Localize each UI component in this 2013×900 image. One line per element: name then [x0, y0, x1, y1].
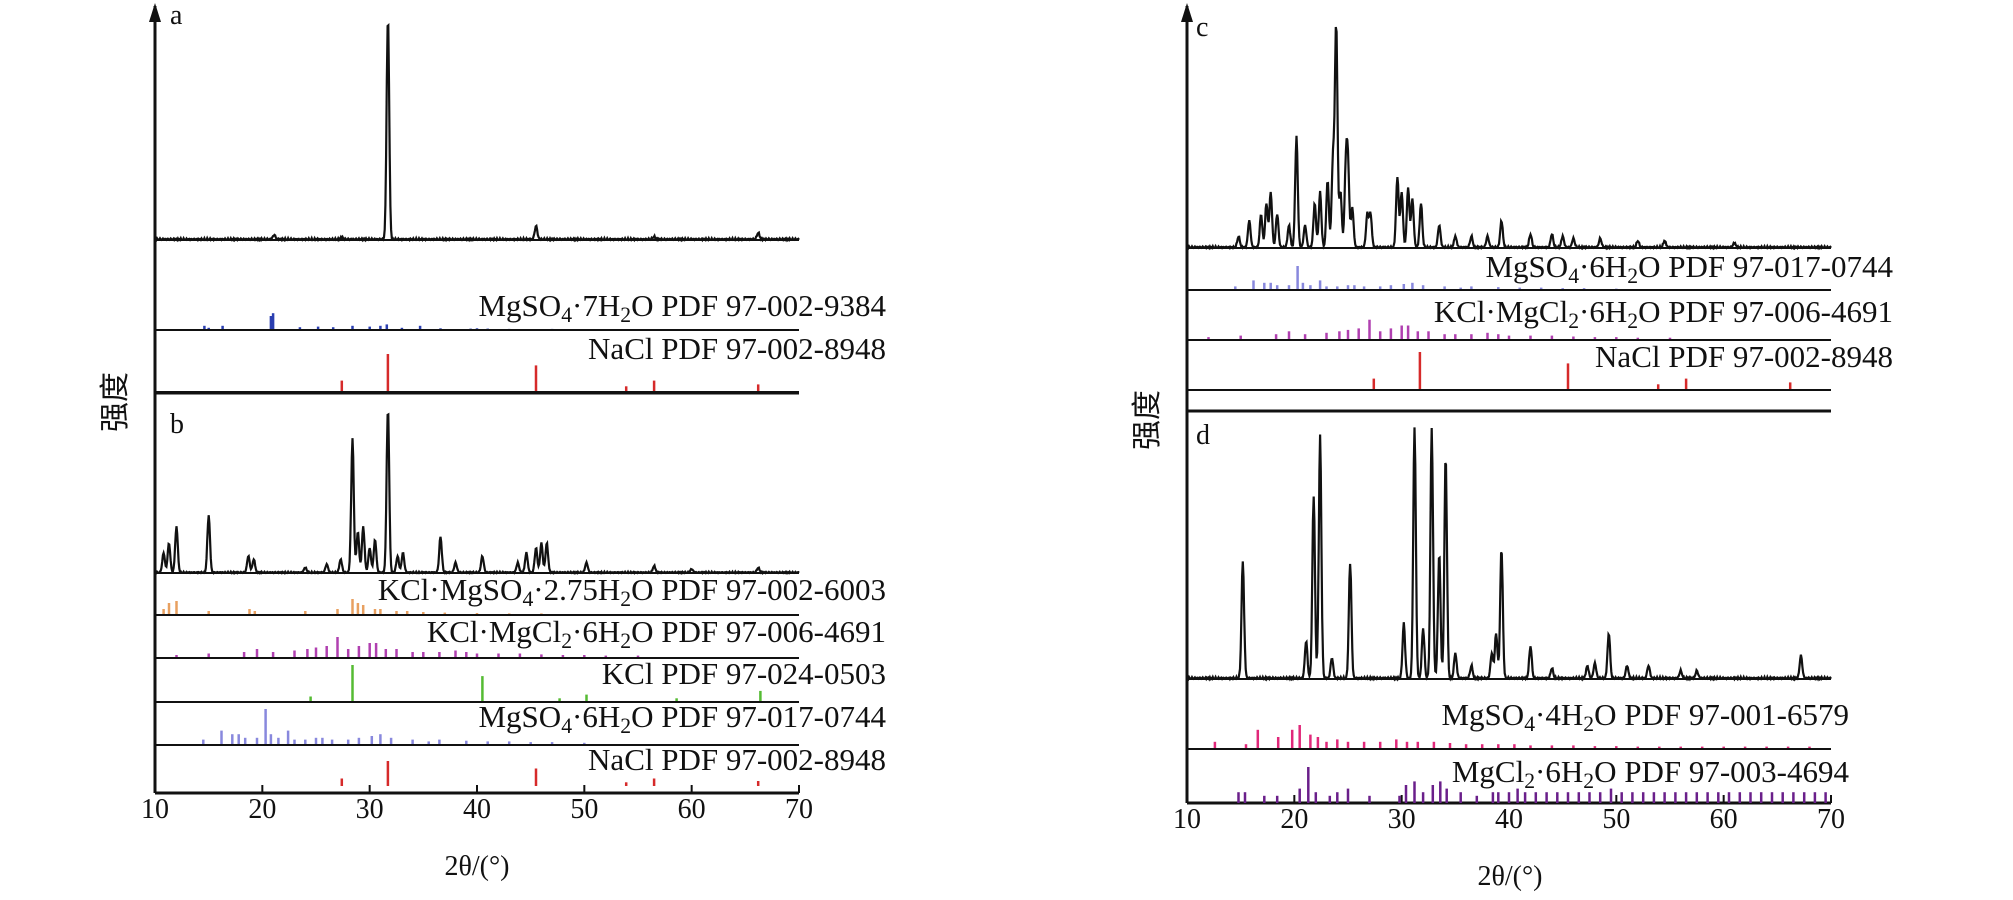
x-tick-label: 40 [463, 794, 491, 825]
right-y-axis-arrow-icon [1181, 3, 1193, 22]
panel-d-letter: d [1196, 420, 1210, 451]
left-x-label: 2θ/(°) [444, 851, 509, 882]
x-tick-label: 60 [1710, 804, 1738, 835]
left-y-axis-arrow-icon [149, 3, 161, 22]
panel-b-letter: b [170, 409, 184, 440]
right-y-label: 强度 [1131, 390, 1164, 450]
x-tick-label: 70 [785, 794, 813, 825]
x-tick-label: 50 [1602, 804, 1630, 835]
x-tick-label: 60 [678, 794, 706, 825]
x-tick-label: 10 [1173, 804, 1201, 835]
plots [154, 23, 1832, 803]
panel-c-letter: c [1196, 12, 1208, 43]
left-y-label: 强度 [99, 372, 132, 432]
ref-label-a-nacl: NaCl PDF 97-002-8948 [588, 331, 886, 366]
x-tick-label: 70 [1817, 804, 1845, 835]
panel-a-letter: a [170, 0, 183, 31]
xrd-pattern-a [154, 23, 800, 243]
ref-label-a-mgso4-7h2o: MgSO4·7H2O PDF 97-002-9384 [478, 288, 886, 327]
ref-label-c-mgso4-6h2o: MgSO4·6H2O PDF 97-017-0744 [1485, 249, 1893, 288]
x-tick-label: 30 [356, 794, 384, 825]
ref-label-d-mgcl2-6h2o: MgCl2·6H2O PDF 97-003-4694 [1452, 754, 1850, 793]
right-x-ticks: 10 20 30 40 50 60 70 [1173, 795, 1845, 835]
ref-label-d-mgso4-4h2o: MgSO4·4H2O PDF 97-001-6579 [1441, 697, 1849, 736]
ref-label-c-kcl-mgcl2: KCl·MgCl2·6H2O PDF 97-006-4691 [1434, 294, 1893, 333]
ref-label-b-kcl: KCl PDF 97-024-0503 [602, 656, 886, 691]
x-tick-label: 20 [248, 794, 276, 825]
left-panel: 强度 2θ/(°) 10 20 30 40 50 60 70 a b [99, 0, 813, 882]
ref-label-b-nacl: NaCl PDF 97-002-8948 [588, 742, 886, 777]
x-tick-label: 50 [570, 794, 598, 825]
xrd-pattern-c [1186, 26, 1832, 251]
ref-label-c-nacl: NaCl PDF 97-002-8948 [1595, 339, 1893, 374]
ref-label-b-mgso4-6h2o: MgSO4·6H2O PDF 97-017-0744 [478, 699, 886, 738]
ref-label-b-kcl-mgso4: KCl·MgSO4·2.75H2O PDF 97-002-6003 [378, 572, 886, 611]
left-x-ticks: 10 20 30 40 50 60 70 [141, 785, 813, 825]
xrd-pattern-b [154, 412, 800, 575]
x-tick-label: 40 [1495, 804, 1523, 835]
x-tick-label: 10 [141, 794, 169, 825]
x-tick-label: 30 [1388, 804, 1416, 835]
x-tick-label: 20 [1280, 804, 1308, 835]
right-x-label: 2θ/(°) [1477, 861, 1542, 892]
xrd-pattern-d [1186, 427, 1832, 682]
ref-label-b-kcl-mgcl2: KCl·MgCl2·6H2O PDF 97-006-4691 [427, 614, 886, 653]
